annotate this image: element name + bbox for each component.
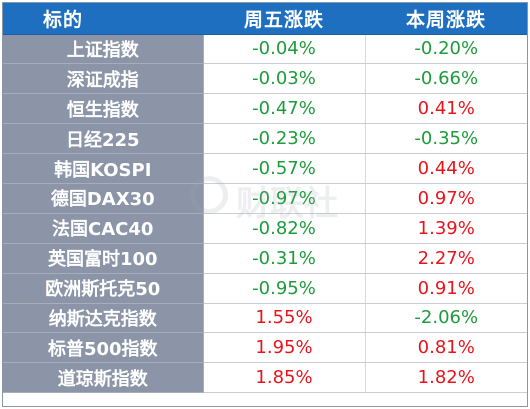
index-name: 日经225 [3,123,204,155]
table-row: 标普500指数 1.95% 0.81% [3,332,527,364]
friday-change-value: -0.03% [202,63,365,95]
table-row: 德国DAX30 -0.97% 0.97% [3,183,527,214]
friday-change-value: -0.31% [202,243,365,274]
week-change-value: -0.20% [364,34,527,65]
index-name: 上证指数 [3,34,204,65]
table-row: 道琼斯指数 1.85% 1.82% [3,362,527,394]
index-name: 德国DAX30 [3,183,204,214]
index-name: 欧洲斯托克50 [3,273,204,304]
week-change-value: 1.39% [364,213,527,244]
header-week-change: 本周涨跌 [365,3,527,35]
friday-change-value: -0.23% [202,123,365,155]
week-change-value: -0.66% [364,63,527,95]
friday-change-value: -0.57% [202,153,365,184]
table-row: 日经225 -0.23% -0.35% [3,123,527,155]
week-change-value: 0.41% [364,93,527,125]
week-change-value: 2.27% [364,243,527,274]
week-change-value: 0.97% [364,183,527,214]
index-name: 法国CAC40 [3,213,204,244]
index-name: 纳斯达克指数 [3,303,204,334]
table-header-row: 标的 周五涨跌 本周涨跌 [3,3,527,35]
friday-change-value: -0.95% [202,273,365,304]
index-name: 标普500指数 [3,332,204,364]
table-row: 深证成指 -0.03% -0.66% [3,63,527,95]
index-name: 恒生指数 [3,93,204,125]
friday-change-value: -0.82% [202,213,365,244]
friday-change-value: 1.55% [202,303,365,334]
week-change-value: -2.06% [364,303,527,334]
market-change-table: 标的 周五涨跌 本周涨跌 上证指数 -0.04% -0.20% 深证成指 -0.03% -… [3,3,527,394]
header-friday-change: 周五涨跌 [203,3,365,35]
week-change-value: 0.81% [364,332,527,364]
friday-change-value: -0.47% [202,93,365,125]
friday-change-value: -0.97% [202,183,365,214]
week-change-value: -0.35% [364,123,527,155]
friday-change-value: -0.04% [202,34,365,65]
table-row: 恒生指数 -0.47% 0.41% [3,93,527,125]
index-name: 深证成指 [3,63,204,95]
index-name: 道琼斯指数 [3,362,204,394]
index-name: 英国富时100 [3,243,204,274]
table-row: 纳斯达克指数 1.55% -2.06% [3,303,527,334]
week-change-value: 0.91% [364,273,527,304]
friday-change-value: 1.95% [202,332,365,364]
table-row: 法国CAC40 -0.82% 1.39% [3,213,527,244]
header-name: 标的 [3,3,203,35]
table-row: 韩国KOSPI -0.57% 0.44% [3,153,527,184]
week-change-value: 0.44% [364,153,527,184]
table-row: 上证指数 -0.04% -0.20% [3,34,527,65]
index-name: 韩国KOSPI [3,153,204,184]
table-row: 欧洲斯托克50 -0.95% 0.91% [3,273,527,304]
week-change-value: 1.82% [364,362,527,394]
friday-change-value: 1.85% [202,362,365,394]
table-row: 英国富时100 -0.31% 2.27% [3,243,527,274]
